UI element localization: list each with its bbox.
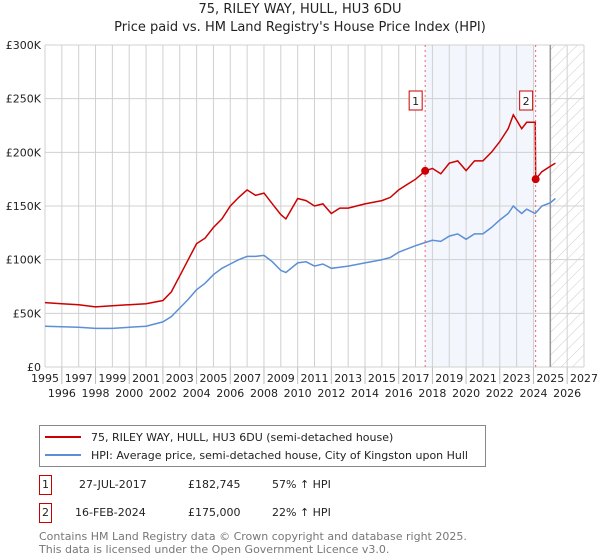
y-tick-label: £50K [13, 307, 42, 320]
x-tick-label: 2006 [216, 387, 244, 400]
y-tick-label: £150K [6, 200, 42, 213]
x-tick-label: 1999 [98, 372, 126, 385]
x-tick-label: 2002 [149, 387, 177, 400]
sale-point [421, 166, 430, 175]
legend-swatch-blue [45, 454, 81, 456]
y-tick-label: £200K [6, 146, 42, 159]
legend-item-hpi: HPI: Average price, semi-detached house,… [40, 447, 468, 463]
x-tick-label: 1996 [48, 387, 76, 400]
x-tick-label: 2018 [418, 387, 446, 400]
x-tick-label: 2003 [166, 372, 194, 385]
sale-label: 2 [523, 95, 530, 108]
sale-point [531, 175, 540, 184]
sale-label-box [408, 90, 423, 111]
x-tick-label: 2011 [301, 372, 329, 385]
x-tick-label: 2010 [284, 387, 312, 400]
x-tick-label: 2005 [199, 372, 227, 385]
sale-price: £182,745 [188, 478, 241, 491]
x-tick-label: 2013 [334, 372, 362, 385]
x-tick-label: 2014 [351, 387, 379, 400]
sale-hpi: 22% ↑ HPI [272, 506, 331, 519]
x-tick-label: 2009 [267, 372, 295, 385]
x-tick-label: 2001 [132, 372, 160, 385]
x-tick-label: 2019 [435, 372, 463, 385]
legend-swatch-red [45, 436, 81, 438]
x-tick-label: 2022 [486, 387, 514, 400]
y-tick-label: £100K [6, 254, 42, 267]
x-tick-label: 2024 [519, 387, 547, 400]
footer-line: This data is licensed under the Open Gov… [39, 543, 390, 556]
x-tick-label: 1997 [65, 372, 93, 385]
sale-label: 1 [412, 95, 419, 108]
y-tick-label: £0 [27, 361, 41, 374]
x-tick-label: 2004 [183, 387, 211, 400]
x-tick-label: 2026 [553, 387, 581, 400]
x-tick-label: 2016 [385, 387, 413, 400]
sale-marker: 1 [39, 475, 52, 495]
sale-price: £175,000 [188, 506, 241, 519]
y-tick-label: £250K [6, 93, 42, 106]
y-tick-label: £300K [6, 39, 42, 52]
x-tick-label: 1998 [82, 387, 110, 400]
sale-hpi: 57% ↑ HPI [272, 478, 331, 491]
x-tick-label: 2021 [469, 372, 497, 385]
x-tick-label: 2007 [233, 372, 261, 385]
x-tick-label: 2012 [317, 387, 345, 400]
x-tick-label: 2017 [402, 372, 430, 385]
hpi-line [44, 197, 556, 330]
chart-legend: 75, RILEY WAY, HULL, HU3 6DU (semi-detac… [39, 425, 486, 467]
x-tick-label: 2025 [536, 372, 564, 385]
x-tick-label: 2008 [250, 387, 278, 400]
x-tick-label: 2000 [115, 387, 143, 400]
legend-label: HPI: Average price, semi-detached house,… [91, 448, 468, 462]
chart-title: 75, RILEY WAY, HULL, HU3 6DU [198, 2, 402, 17]
legend-label: 75, RILEY WAY, HULL, HU3 6DU (semi-detac… [91, 430, 394, 444]
footer-line: Contains HM Land Registry data © Crown c… [39, 530, 467, 543]
x-tick-label: 1995 [31, 372, 59, 385]
x-tick-label: 2023 [503, 372, 531, 385]
price-chart: 1 2 1995 1996 1997 1998 1999 2000 2001 2002 2003 20… [6, 39, 598, 400]
sale-marker: 2 [39, 503, 52, 523]
x-tick-label: 2015 [368, 372, 396, 385]
legend-item-property: 75, RILEY WAY, HULL, HU3 6DU (semi-detac… [40, 429, 393, 445]
sale-date: 27-JUL-2017 [79, 478, 147, 491]
x-tick-label: 2027 [570, 372, 598, 385]
chart-subtitle: Price paid vs. HM Land Registry's House … [114, 20, 486, 35]
sale-date: 16-FEB-2024 [75, 506, 146, 519]
sale-label-box [519, 90, 534, 111]
property-price-line [44, 113, 556, 308]
x-tick-label: 2020 [452, 387, 480, 400]
footer: Contains HM Land Registry data © Crown c… [39, 530, 467, 556]
